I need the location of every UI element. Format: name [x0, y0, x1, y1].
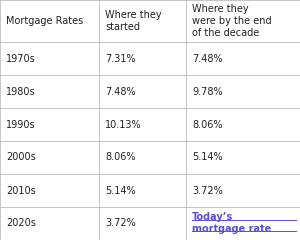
- Text: 1980s: 1980s: [6, 86, 36, 96]
- Text: 8.06%: 8.06%: [105, 152, 136, 162]
- Text: 7.48%: 7.48%: [105, 86, 136, 96]
- Text: Mortgage Rates: Mortgage Rates: [6, 16, 83, 26]
- Text: 2000s: 2000s: [6, 152, 36, 162]
- Text: 9.78%: 9.78%: [192, 86, 223, 96]
- Text: 8.06%: 8.06%: [192, 120, 223, 130]
- Text: Where they
started: Where they started: [105, 10, 162, 32]
- Text: Where they
were by the end
of the decade: Where they were by the end of the decade: [192, 4, 272, 38]
- Text: 7.31%: 7.31%: [105, 54, 136, 64]
- Text: 10.13%: 10.13%: [105, 120, 142, 130]
- Text: 2020s: 2020s: [6, 218, 36, 228]
- Text: 2010s: 2010s: [6, 186, 36, 196]
- Text: 7.48%: 7.48%: [192, 54, 223, 64]
- Text: Today’s
mortgage rate: Today’s mortgage rate: [192, 212, 271, 234]
- Text: 1970s: 1970s: [6, 54, 36, 64]
- Text: 3.72%: 3.72%: [192, 186, 223, 196]
- Text: 5.14%: 5.14%: [192, 152, 223, 162]
- Text: 3.72%: 3.72%: [105, 218, 136, 228]
- Text: 5.14%: 5.14%: [105, 186, 136, 196]
- Text: 1990s: 1990s: [6, 120, 36, 130]
